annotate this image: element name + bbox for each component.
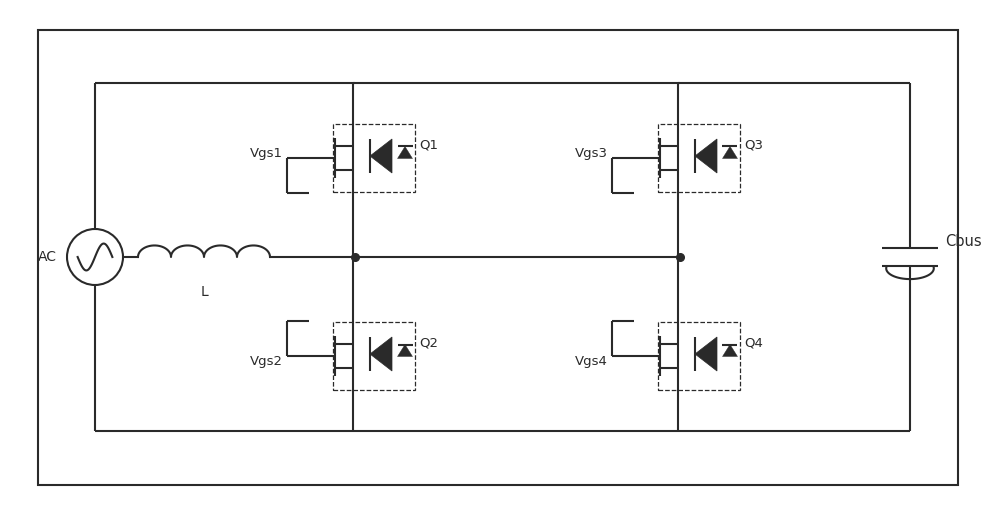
Text: Q2: Q2 <box>419 337 438 349</box>
Polygon shape <box>370 337 392 371</box>
Text: Vgs2: Vgs2 <box>250 354 283 367</box>
Polygon shape <box>695 139 717 173</box>
Text: Cbus: Cbus <box>945 234 982 249</box>
Polygon shape <box>722 345 737 357</box>
Text: Q3: Q3 <box>744 139 763 151</box>
Text: Vgs3: Vgs3 <box>575 147 608 160</box>
Text: L: L <box>200 285 208 299</box>
Polygon shape <box>398 147 413 159</box>
Text: Q4: Q4 <box>744 337 763 349</box>
Polygon shape <box>695 337 717 371</box>
Text: Vgs4: Vgs4 <box>575 354 608 367</box>
Polygon shape <box>398 345 413 357</box>
Polygon shape <box>370 139 392 173</box>
Text: Q1: Q1 <box>419 139 438 151</box>
Polygon shape <box>722 147 737 159</box>
Text: AC: AC <box>38 250 57 264</box>
Text: Vgs1: Vgs1 <box>250 147 283 160</box>
